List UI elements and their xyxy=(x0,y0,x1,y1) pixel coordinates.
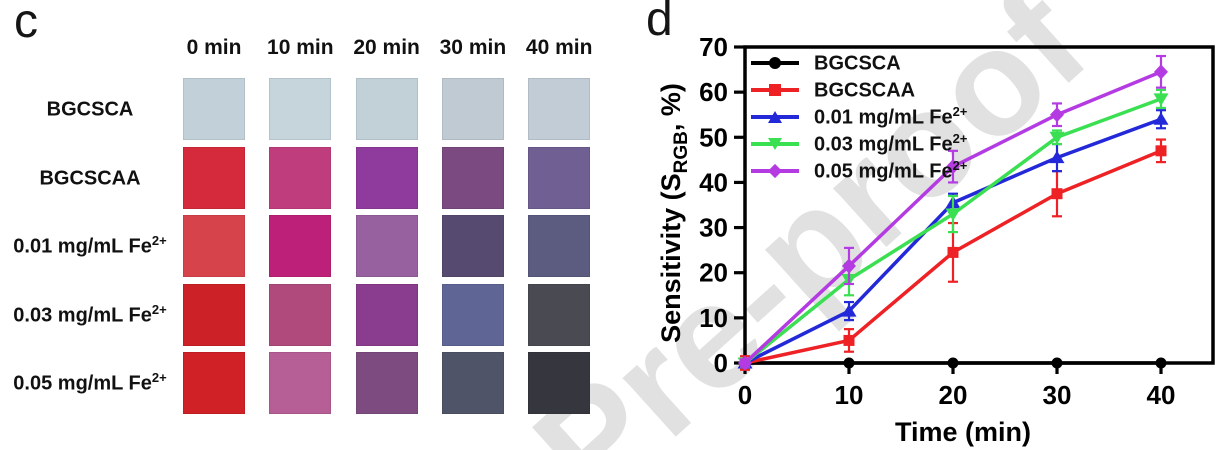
legend-label: 0.01 mg/mL Fe2+ xyxy=(814,103,968,129)
legend-marker xyxy=(751,56,799,70)
x-tick-label: 40 xyxy=(1147,380,1176,410)
row-label-text: BGCSCA xyxy=(46,98,134,121)
color-swatch xyxy=(528,283,591,346)
panel-c-label: c xyxy=(14,0,38,48)
sensitivity-line-chart: 0 10 20 30 40 50 60 70 0 10 20 30 40 Time (min) Sensit… xyxy=(656,32,1215,447)
color-swatch xyxy=(355,215,418,277)
row-label-superscript: 2+ xyxy=(151,370,167,385)
x-tick-label: 20 xyxy=(939,380,968,410)
legend-marker xyxy=(751,137,799,151)
legend-marker xyxy=(751,83,799,97)
color-swatch xyxy=(528,352,591,414)
color-swatch xyxy=(355,352,418,414)
color-swatch xyxy=(441,215,504,277)
color-swatch xyxy=(183,215,245,277)
y-tick-label: 50 xyxy=(699,122,728,152)
y-tick-label: 20 xyxy=(699,258,728,288)
sample-row-label: BGCSCA xyxy=(2,96,178,122)
legend-marker xyxy=(751,110,799,124)
color-swatch xyxy=(528,215,591,277)
time-column-header: 20 min xyxy=(353,36,420,59)
color-swatch xyxy=(528,146,591,209)
y-tick-label: 10 xyxy=(699,303,728,333)
legend-item: 0.05 mg/mL Fe2+ xyxy=(751,157,967,184)
row-label-superscript: 2+ xyxy=(151,233,167,248)
time-column-header: 30 min xyxy=(439,36,507,59)
time-column-header: 10 min xyxy=(267,36,334,59)
sample-row-label: BGCSCAA xyxy=(2,165,178,191)
x-tick-label: 10 xyxy=(835,380,864,410)
color-swatch xyxy=(269,283,332,346)
row-label-text: 0.05 mg/mL Fe xyxy=(13,372,152,395)
legend-item: BGCSCA xyxy=(751,49,967,76)
legend-label: BGCSCA xyxy=(814,52,901,75)
color-swatch xyxy=(269,146,332,209)
y-tick-label: 60 xyxy=(699,77,728,107)
sample-row-label: 0.03 mg/mL Fe2+ xyxy=(2,302,178,328)
time-column-header: 40 min xyxy=(525,36,593,59)
x-tick-label: 30 xyxy=(1043,380,1072,410)
sample-row-label: 0.05 mg/mL Fe2+ xyxy=(2,370,178,396)
color-swatch xyxy=(183,146,245,209)
color-swatch xyxy=(441,352,504,414)
color-swatch xyxy=(441,283,504,346)
legend-item: 0.01 mg/mL Fe2+ xyxy=(751,103,967,130)
color-swatch xyxy=(355,283,418,346)
row-label-superscript: 2+ xyxy=(151,301,167,317)
color-swatch xyxy=(441,146,504,209)
color-swatch xyxy=(183,352,245,414)
x-tick-label: 0 xyxy=(738,380,752,410)
color-swatch xyxy=(183,78,245,140)
legend-label: BGCSCAA xyxy=(814,79,916,102)
color-swatch xyxy=(441,78,504,140)
legend-item: 0.03 mg/mL Fe2+ xyxy=(751,130,967,157)
sample-row-label: 0.01 mg/mL Fe2+ xyxy=(2,233,178,259)
time-column-header: 0 min xyxy=(186,36,242,59)
chart-legend: BGCSCA BGCSCAA 0.01 mg/mL Fe2+ 0.03 mg/mL F… xyxy=(751,49,967,184)
color-swatch xyxy=(269,352,332,414)
x-axis-title: Time (min) xyxy=(895,417,1031,447)
y-tick-label: 0 xyxy=(714,348,728,378)
row-label-text: BGCSCAA xyxy=(39,167,141,190)
y-tick-label: 40 xyxy=(699,167,728,197)
row-label-text: 0.01 mg/mL Fe xyxy=(13,235,152,258)
series-0.05 mg/mL Fe2+ xyxy=(738,54,1168,371)
panel-d-label: d xyxy=(646,0,673,46)
legend-marker xyxy=(751,163,799,178)
y-axis-title: Sensitivity (SRGB, %) xyxy=(656,83,692,343)
row-label-text: 0.03 mg/mL Fe xyxy=(13,304,152,327)
series-BGCSCA xyxy=(739,357,1167,369)
legend-item: BGCSCAA xyxy=(751,76,967,103)
legend-label: 0.03 mg/mL Fe2+ xyxy=(814,130,968,156)
color-swatch xyxy=(269,78,332,140)
y-tick-label: 30 xyxy=(699,213,728,243)
color-swatch xyxy=(355,78,418,140)
color-swatch xyxy=(528,78,591,140)
color-swatch xyxy=(183,283,245,346)
legend-label: 0.05 mg/mL Fe2+ xyxy=(814,157,968,183)
color-swatch xyxy=(355,146,418,209)
color-swatch xyxy=(269,215,332,277)
panel-d-chart: 0 10 20 30 40 50 60 70 0 10 20 30 40 Time (min) Sensit… xyxy=(645,0,1228,450)
y-tick-label: 70 xyxy=(699,32,728,62)
